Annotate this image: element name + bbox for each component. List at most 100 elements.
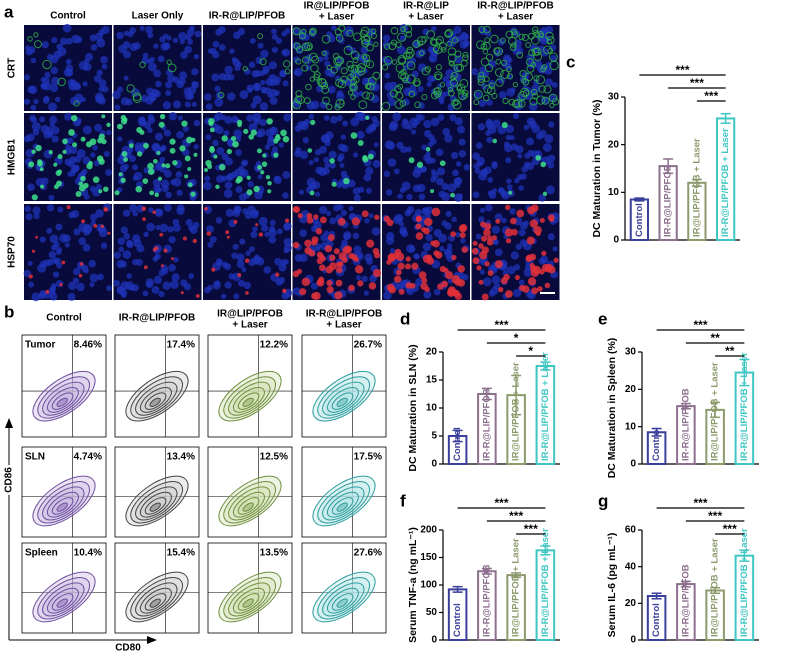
stain	[531, 92, 539, 100]
nucleus	[365, 187, 372, 194]
nucleus	[282, 80, 289, 87]
stain	[437, 283, 444, 290]
nucleus	[65, 37, 73, 45]
stain	[512, 81, 519, 88]
nucleus	[403, 87, 413, 97]
nucleus	[444, 222, 452, 230]
nucleus	[50, 55, 59, 64]
stain	[477, 78, 485, 86]
stain	[426, 30, 435, 39]
nucleus	[160, 179, 170, 189]
category-label: Control	[634, 203, 645, 237]
stain	[505, 238, 512, 244]
stain	[494, 46, 503, 56]
nucleus	[25, 213, 33, 221]
nucleus	[384, 72, 391, 79]
nucleus	[74, 93, 84, 103]
nucleus	[505, 124, 514, 134]
gate-percent: 4.74%	[74, 452, 102, 463]
micro-image	[292, 24, 381, 111]
nucleus	[231, 252, 238, 259]
nucleus	[39, 116, 46, 123]
nucleus	[71, 34, 80, 44]
micro-image	[203, 204, 293, 300]
stain	[508, 98, 516, 106]
nucleus	[513, 264, 521, 271]
nucleus	[258, 216, 268, 226]
nucleus	[436, 167, 446, 176]
stain	[318, 264, 326, 272]
nucleus	[176, 131, 185, 139]
nucleus	[236, 253, 245, 262]
stain	[476, 40, 486, 50]
nucleus	[299, 229, 308, 237]
stain	[298, 32, 306, 40]
panel-letter: g	[598, 491, 608, 510]
y-tick-label: 200	[420, 525, 437, 536]
nucleus	[225, 208, 234, 217]
nucleus	[214, 97, 224, 107]
stain	[230, 135, 237, 142]
stain	[275, 133, 280, 138]
nucleus	[270, 28, 277, 35]
stain	[305, 83, 312, 91]
contour	[139, 491, 172, 518]
significance-label: ***	[494, 496, 508, 510]
stain	[386, 283, 395, 292]
y-tick-label: 5	[431, 431, 437, 442]
nucleus	[182, 125, 189, 132]
stain	[139, 129, 145, 135]
stain	[35, 235, 39, 239]
nucleus	[247, 180, 254, 188]
nucleus	[417, 183, 426, 193]
stain	[257, 165, 263, 170]
stain	[103, 207, 109, 212]
nucleus	[120, 226, 128, 234]
significance-label: ***	[693, 496, 707, 510]
nucleus	[153, 184, 161, 193]
plot-frame	[207, 446, 293, 538]
stain	[62, 138, 68, 145]
stain	[321, 50, 327, 56]
nucleus	[192, 221, 200, 229]
stain	[208, 121, 214, 127]
stain	[435, 73, 442, 81]
stain	[213, 154, 218, 159]
nucleus	[206, 225, 214, 233]
nucleus	[215, 217, 223, 224]
nucleus	[503, 56, 511, 63]
stain	[219, 164, 226, 171]
stain	[478, 26, 486, 34]
nucleus	[491, 275, 501, 284]
stain	[396, 269, 402, 276]
contour	[149, 502, 161, 512]
gate-percent: 13.4%	[167, 452, 195, 463]
stain	[430, 240, 436, 246]
category-label: IR-R@LIP/PFOB + Laser	[739, 352, 750, 461]
stain	[478, 279, 484, 285]
stain	[70, 115, 78, 122]
stain	[284, 68, 291, 75]
stain	[525, 42, 532, 48]
stain	[357, 140, 364, 146]
nucleus	[133, 239, 142, 248]
stain	[528, 49, 536, 57]
nucleus	[145, 96, 154, 105]
stain	[152, 158, 158, 164]
stain	[257, 33, 264, 40]
nucleus	[126, 273, 133, 279]
nucleus	[89, 281, 95, 288]
gate-percent: 13.5%	[260, 548, 288, 559]
nucleus	[149, 56, 155, 63]
stain	[312, 291, 321, 300]
nucleus	[186, 28, 195, 37]
nucleus	[323, 115, 330, 121]
stain	[478, 71, 485, 78]
stain	[142, 178, 149, 184]
nucleus	[252, 95, 262, 105]
nucleus	[396, 141, 404, 149]
nucleus	[406, 208, 412, 215]
stain	[284, 218, 290, 223]
stain	[116, 123, 123, 130]
gate-percent: 15.4%	[167, 548, 195, 559]
